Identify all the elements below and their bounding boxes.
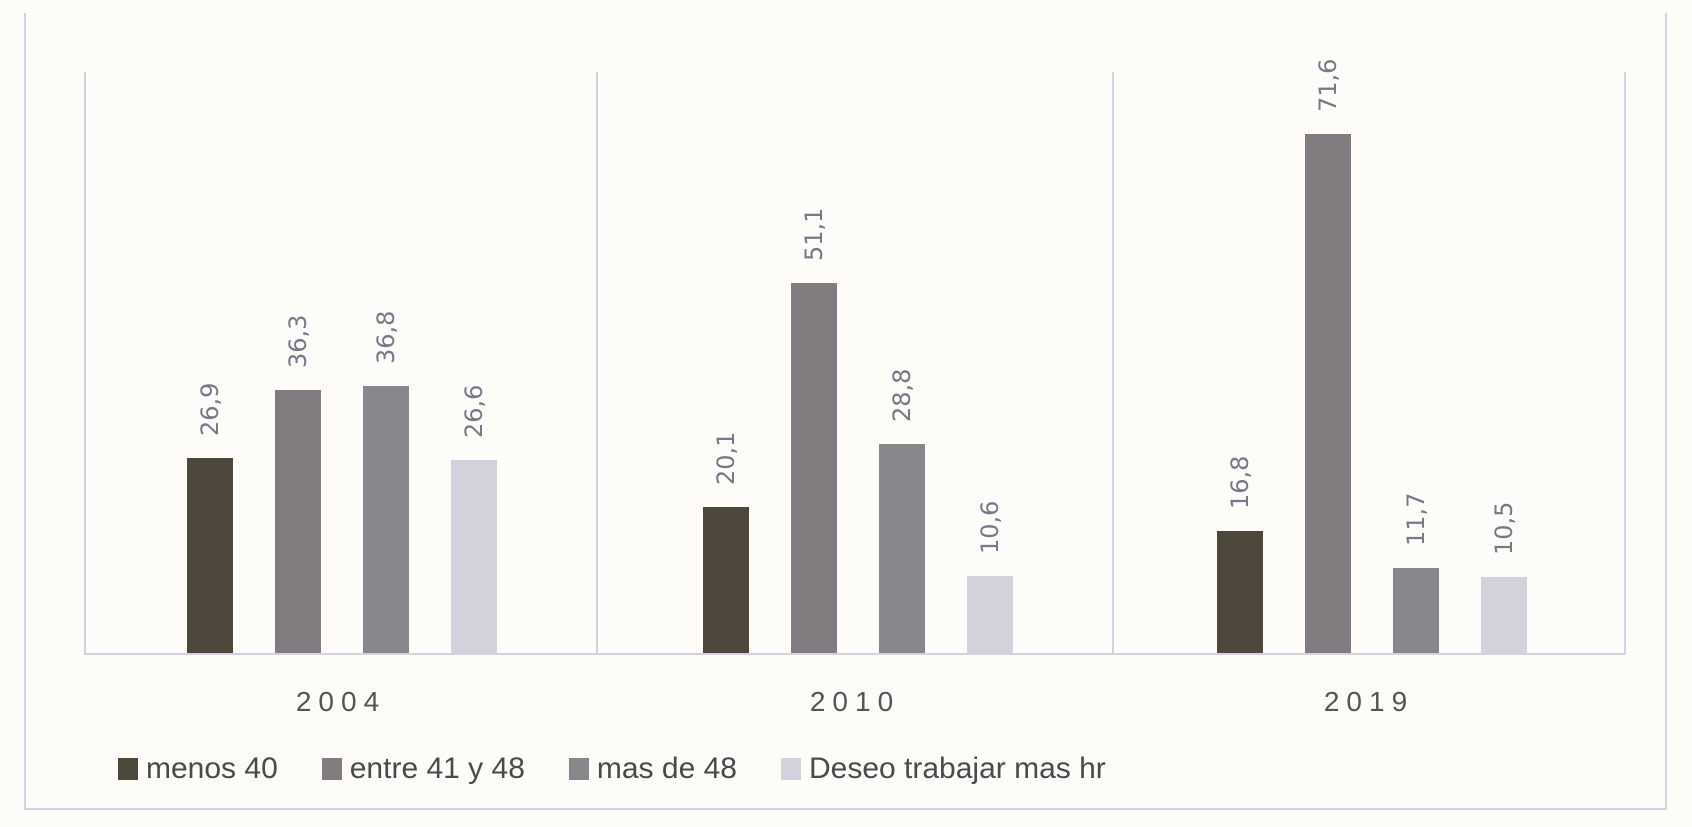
bar	[791, 282, 837, 653]
bar	[703, 507, 749, 653]
data-label: 11,7	[1402, 492, 1430, 547]
legend-item-mas-de-48: mas de 48	[568, 752, 737, 786]
legend-item-entre-41-48: entre 41 y 48	[321, 752, 525, 786]
chart-frame	[24, 13, 1667, 810]
legend-label: menos 40	[146, 752, 278, 785]
bar	[967, 576, 1013, 653]
category-divider	[596, 72, 598, 655]
data-label: 16,8	[1226, 455, 1254, 510]
legend-item-menos-40: menos 40	[118, 752, 278, 786]
category-divider	[1112, 72, 1114, 655]
bar	[1305, 134, 1351, 653]
bar	[363, 386, 409, 653]
legend: menos 40 entre 41 y 48 mas de 48 Deseo t…	[118, 752, 1150, 786]
legend-swatch	[780, 758, 801, 780]
legend-swatch	[568, 758, 589, 780]
data-label: 71,6	[1314, 58, 1342, 112]
data-label: 36,8	[372, 310, 400, 365]
legend-swatch	[321, 758, 342, 780]
bar	[187, 458, 233, 653]
data-label: 10,6	[976, 500, 1004, 555]
plot-area	[84, 72, 1626, 655]
bar	[1217, 531, 1263, 653]
bar	[879, 444, 925, 653]
bar	[1481, 576, 1527, 653]
x-tick-2010: 2010	[809, 686, 901, 717]
data-label: 26,9	[196, 382, 224, 436]
legend-label: Deseo trabajar mas hr	[808, 752, 1106, 785]
bar	[451, 460, 497, 653]
legend-item-deseo-trabajar: Deseo trabajar mas hr	[780, 752, 1106, 786]
data-label: 51,1	[800, 207, 828, 261]
data-label: 20,1	[712, 431, 740, 486]
data-label: 26,6	[460, 384, 488, 439]
legend-label: mas de 48	[596, 752, 737, 785]
legend-label: entre 41 y 48	[349, 752, 525, 785]
data-label: 10,5	[1490, 501, 1518, 555]
bar	[275, 389, 321, 653]
data-label: 28,8	[888, 368, 916, 423]
legend-swatch	[118, 758, 138, 780]
bar	[1393, 568, 1439, 653]
data-label: 36,3	[284, 314, 312, 368]
x-tick-2004: 2004	[295, 686, 387, 717]
x-tick-2019: 2019	[1323, 686, 1415, 717]
